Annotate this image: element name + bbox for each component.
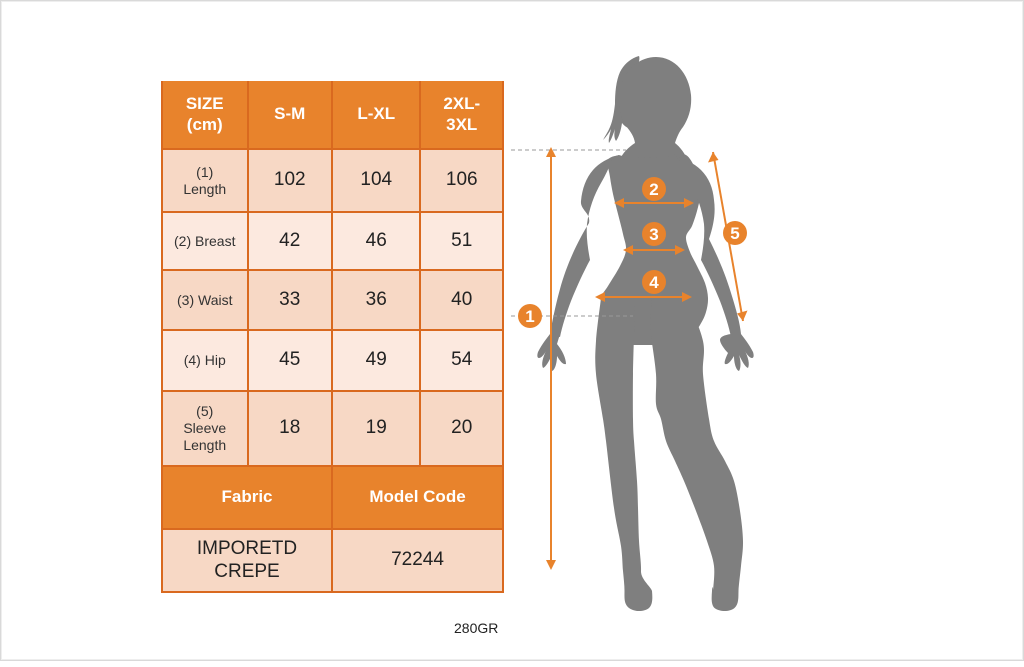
svg-text:5: 5 xyxy=(730,224,739,243)
svg-text:3: 3 xyxy=(649,225,658,244)
svg-text:4: 4 xyxy=(649,273,659,292)
svg-text:2: 2 xyxy=(649,180,658,199)
svg-text:1: 1 xyxy=(525,307,534,326)
